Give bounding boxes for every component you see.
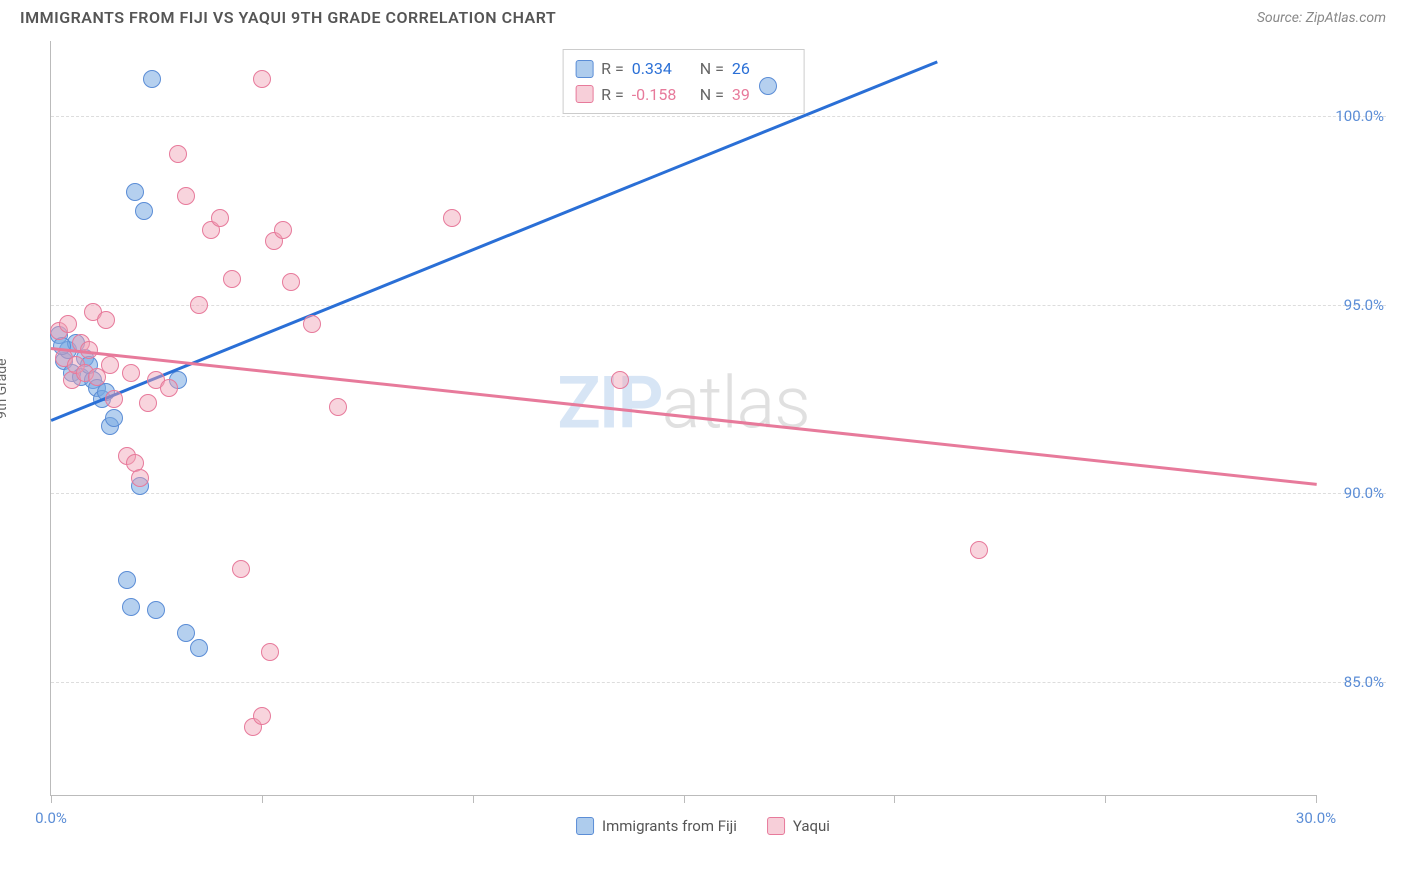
data-point (303, 315, 321, 333)
data-point (759, 77, 777, 95)
x-tick-label: 30.0% (1296, 809, 1336, 827)
stat-n-label-2: N = (700, 82, 724, 108)
data-point (97, 311, 115, 329)
y-tick-label: 95.0% (1324, 296, 1384, 314)
chart-container: 9th Grade ZIPatlas R = 0.334 N = 26 R = … (20, 31, 1386, 841)
gridline (51, 682, 1386, 683)
data-point (59, 315, 77, 333)
y-tick-label: 90.0% (1324, 484, 1384, 502)
data-point (169, 145, 187, 163)
data-point (126, 183, 144, 201)
x-tick-label: 0.0% (35, 809, 67, 827)
stat-r-pink: -0.158 (632, 82, 692, 108)
y-tick-label: 85.0% (1324, 673, 1384, 691)
legend-item-fiji: Immigrants from Fiji (576, 817, 737, 835)
swatch-blue-icon (575, 60, 593, 78)
bottom-legend: Immigrants from Fiji Yaqui (576, 817, 830, 835)
data-point (211, 209, 229, 227)
legend-label-yaqui: Yaqui (793, 817, 830, 835)
x-tick (894, 795, 895, 803)
data-point (232, 560, 250, 578)
data-point (970, 541, 988, 559)
legend-swatch-pink-icon (767, 817, 785, 835)
data-point (443, 209, 461, 227)
data-point (122, 364, 140, 382)
watermark-atlas: atlas (662, 360, 810, 445)
data-point (282, 273, 300, 291)
x-tick (1316, 795, 1317, 803)
x-tick (262, 795, 263, 803)
swatch-pink-icon (575, 85, 593, 103)
data-point (143, 70, 161, 88)
y-axis-title: 9th Grade (0, 358, 10, 419)
stat-r-label-2: R = (601, 82, 624, 108)
y-tick-label: 100.0% (1324, 107, 1384, 125)
data-point (122, 598, 140, 616)
stat-r-blue: 0.334 (632, 56, 692, 82)
data-point (223, 270, 241, 288)
data-point (105, 390, 123, 408)
gridline (51, 116, 1386, 117)
chart-source: Source: ZipAtlas.com (1257, 10, 1386, 26)
data-point (274, 221, 292, 239)
chart-header: IMMIGRANTS FROM FIJI VS YAQUI 9TH GRADE … (0, 0, 1406, 31)
stat-n-label: N = (700, 56, 724, 82)
data-point (105, 409, 123, 427)
x-tick (684, 795, 685, 803)
data-point (160, 379, 178, 397)
stats-row-blue: R = 0.334 N = 26 (575, 56, 792, 82)
plot-area: ZIPatlas R = 0.334 N = 26 R = -0.158 N =… (50, 41, 1316, 796)
data-point (177, 187, 195, 205)
data-point (261, 643, 279, 661)
data-point (147, 601, 165, 619)
stat-r-label: R = (601, 56, 624, 82)
data-point (139, 394, 157, 412)
data-point (611, 371, 629, 389)
trendline (51, 347, 1317, 485)
data-point (190, 639, 208, 657)
x-tick (473, 795, 474, 803)
legend-label-fiji: Immigrants from Fiji (602, 817, 737, 835)
data-point (253, 707, 271, 725)
chart-title: IMMIGRANTS FROM FIJI VS YAQUI 9TH GRADE … (20, 8, 556, 27)
watermark: ZIPatlas (557, 360, 810, 445)
data-point (135, 202, 153, 220)
data-point (101, 356, 119, 374)
x-tick (1105, 795, 1106, 803)
x-tick (51, 795, 52, 803)
trendline (51, 60, 938, 421)
data-point (329, 398, 347, 416)
gridline (51, 493, 1386, 494)
legend-swatch-blue-icon (576, 817, 594, 835)
data-point (253, 70, 271, 88)
data-point (190, 296, 208, 314)
data-point (177, 624, 195, 642)
legend-item-yaqui: Yaqui (767, 817, 830, 835)
gridline (51, 305, 1386, 306)
data-point (118, 571, 136, 589)
data-point (131, 469, 149, 487)
